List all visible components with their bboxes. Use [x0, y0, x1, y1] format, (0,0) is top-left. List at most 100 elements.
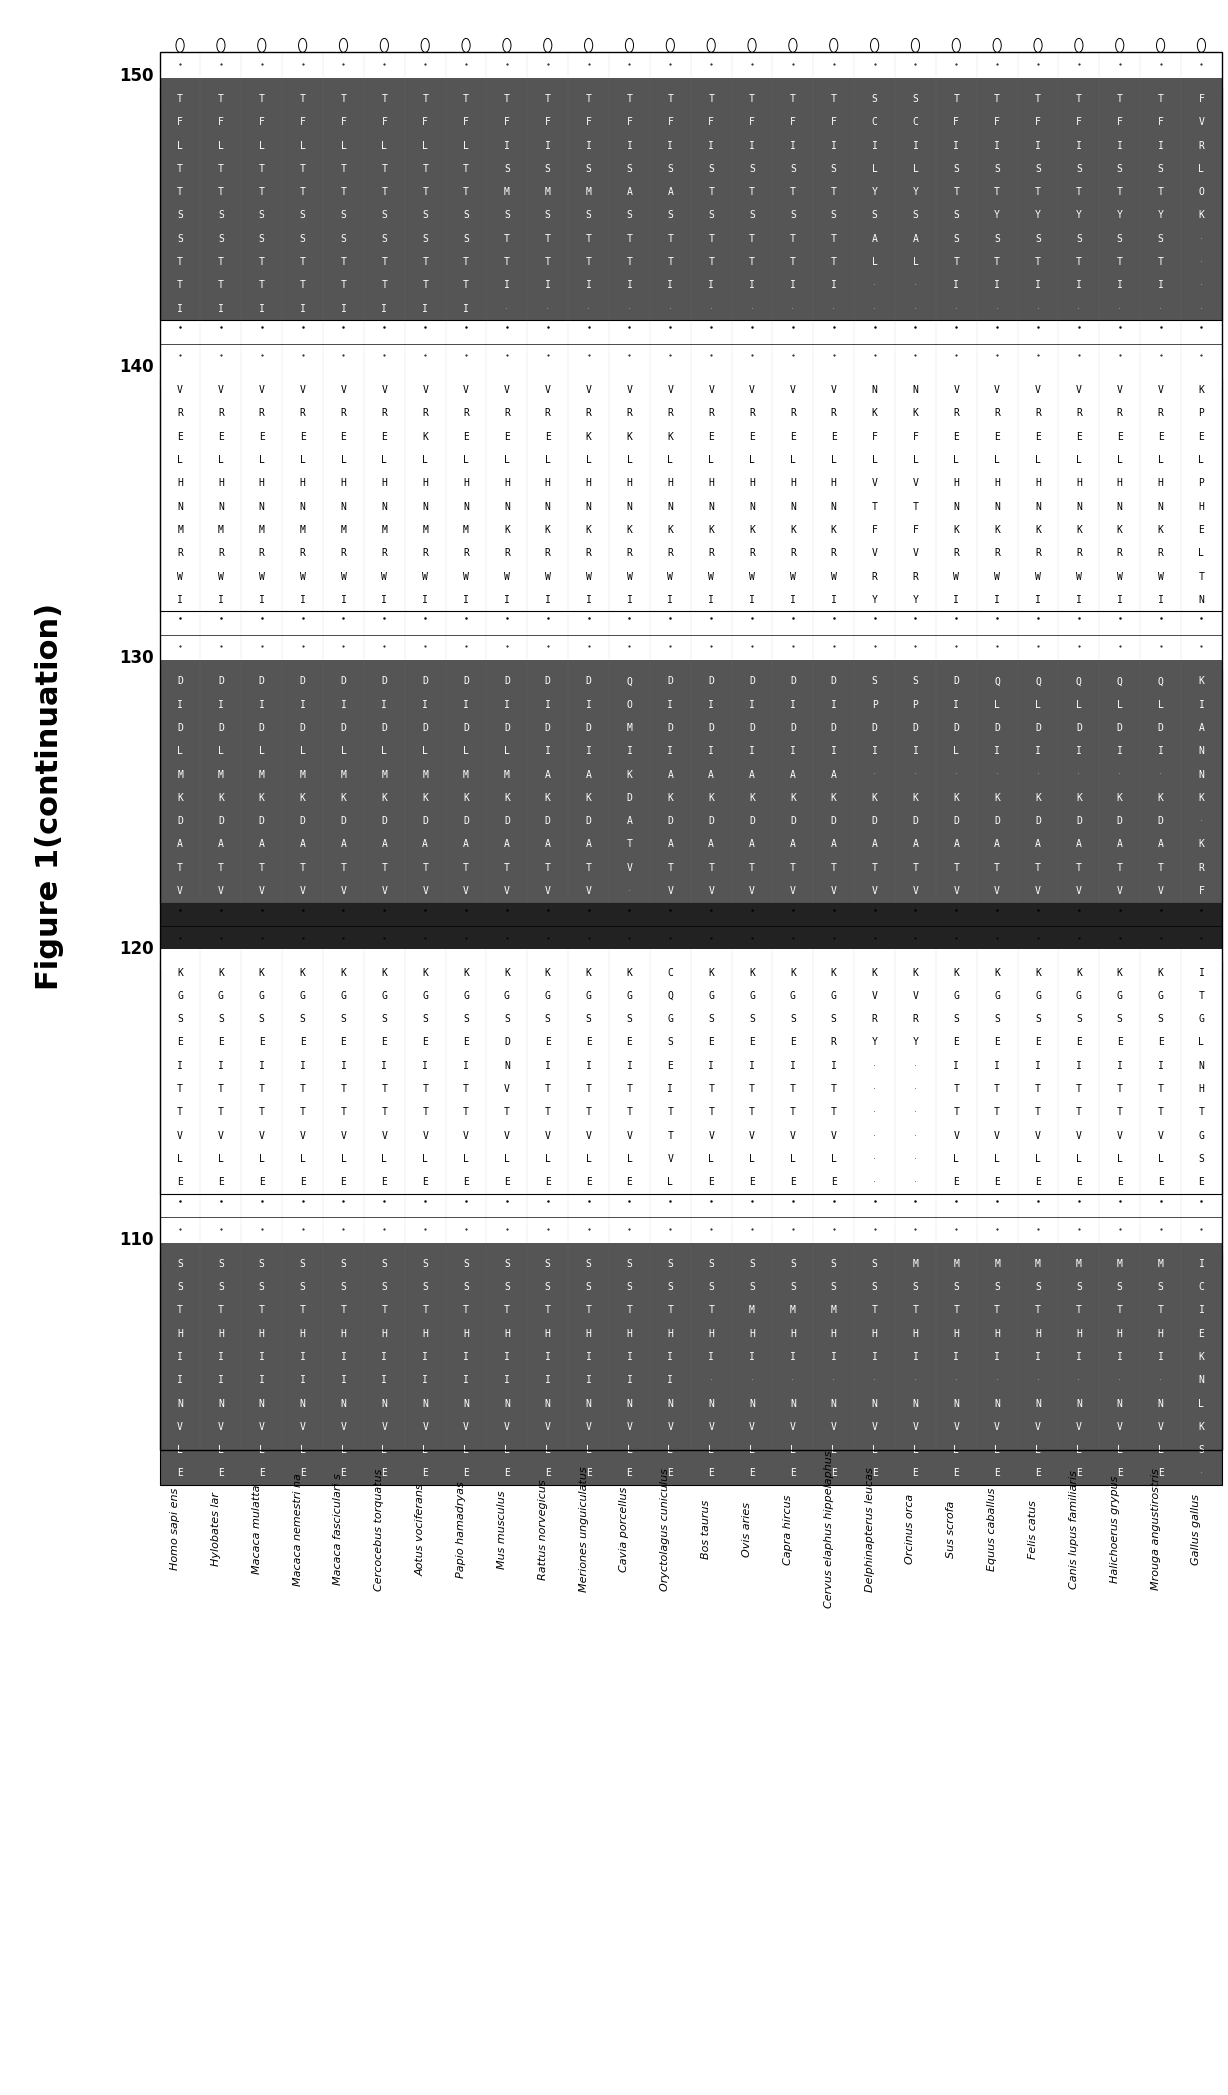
Text: T: T	[422, 281, 429, 291]
Text: S: S	[586, 1014, 592, 1024]
Text: S: S	[177, 210, 183, 220]
Text: S: S	[626, 1259, 632, 1270]
Text: E: E	[953, 432, 959, 442]
Text: D: D	[1116, 723, 1122, 733]
Text: K: K	[503, 792, 510, 802]
Text: I: I	[831, 1060, 836, 1071]
Text: R: R	[1199, 863, 1205, 874]
Text: V: V	[1035, 1423, 1041, 1431]
Text: T: T	[912, 501, 919, 511]
Text: Ovis aries: Ovis aries	[742, 1502, 752, 1557]
Text: T: T	[790, 1083, 796, 1094]
Text: H: H	[1076, 478, 1082, 488]
Text: D: D	[749, 817, 755, 825]
Text: W: W	[626, 572, 632, 582]
Text: N: N	[503, 1399, 510, 1408]
Text: I: I	[463, 1060, 469, 1071]
Text: D: D	[709, 817, 715, 825]
Text: L: L	[912, 258, 919, 266]
Text: ·: ·	[996, 304, 998, 314]
Text: T: T	[831, 186, 836, 197]
Text: T: T	[831, 235, 836, 243]
Text: S: S	[219, 1259, 223, 1270]
Text: S: S	[586, 1282, 592, 1293]
Text: I: I	[1116, 1060, 1122, 1071]
Text: M: M	[749, 1305, 755, 1316]
Text: E: E	[463, 1037, 469, 1048]
Text: T: T	[1076, 94, 1082, 105]
Text: I: I	[219, 700, 223, 710]
Text: E: E	[831, 432, 836, 442]
Text: E: E	[463, 1177, 469, 1188]
Text: L: L	[709, 1446, 715, 1456]
Text: T: T	[1076, 1305, 1082, 1316]
Text: L: L	[300, 746, 306, 756]
Text: N: N	[382, 1399, 387, 1408]
Text: T: T	[667, 1305, 673, 1316]
Text: Y: Y	[872, 186, 878, 197]
Text: V: V	[422, 385, 429, 396]
Text: E: E	[259, 1469, 265, 1479]
Text: N: N	[1199, 595, 1205, 605]
Text: I: I	[709, 1060, 715, 1071]
Text: L: L	[463, 1446, 469, 1456]
Text: S: S	[219, 210, 223, 220]
Text: F: F	[300, 117, 306, 128]
Bar	[160, 379, 1222, 612]
Text: T: T	[177, 1108, 183, 1117]
Text: L: L	[626, 1154, 632, 1165]
Text: T: T	[1158, 258, 1163, 266]
Text: M: M	[503, 769, 510, 779]
Text: K: K	[912, 792, 919, 802]
Text: K: K	[872, 792, 878, 802]
Text: E: E	[1035, 432, 1041, 442]
Text: A: A	[586, 840, 592, 848]
Text: T: T	[667, 1131, 673, 1140]
Text: A: A	[667, 769, 673, 779]
Text: Y: Y	[995, 210, 1000, 220]
Text: M: M	[422, 769, 429, 779]
Text: T: T	[1035, 1108, 1041, 1117]
Text: K: K	[1158, 792, 1163, 802]
Text: S: S	[503, 1259, 510, 1270]
Text: I: I	[1035, 1060, 1041, 1071]
Text: D: D	[219, 723, 223, 733]
Text: I: I	[709, 746, 715, 756]
Text: F: F	[626, 117, 632, 128]
Text: S: S	[259, 235, 265, 243]
Text: L: L	[1035, 1446, 1041, 1456]
Text: Macaca nemestri na: Macaca nemestri na	[292, 1473, 302, 1586]
Text: ·: ·	[1200, 304, 1203, 314]
Text: A: A	[503, 840, 510, 848]
Text: F: F	[995, 117, 1000, 128]
Text: E: E	[1158, 432, 1163, 442]
Text: V: V	[259, 886, 265, 897]
Text: M: M	[586, 186, 592, 197]
Text: E: E	[300, 1177, 306, 1188]
Text: I: I	[953, 140, 959, 151]
Text: H: H	[586, 1328, 592, 1339]
Text: V: V	[626, 385, 632, 396]
Text: S: S	[382, 1259, 387, 1270]
Text: E: E	[749, 1037, 755, 1048]
Text: K: K	[545, 526, 550, 534]
Text: H: H	[422, 1328, 429, 1339]
Text: I: I	[177, 1351, 183, 1362]
Text: N: N	[709, 501, 715, 511]
Text: T: T	[177, 1083, 183, 1094]
Text: I: I	[422, 1351, 429, 1362]
Text: A: A	[177, 840, 183, 848]
Text: T: T	[422, 1083, 429, 1094]
Text: M: M	[259, 769, 265, 779]
Text: E: E	[545, 1177, 550, 1188]
Text: E: E	[1199, 526, 1205, 534]
Text: A: A	[1158, 840, 1163, 848]
Text: D: D	[463, 817, 469, 825]
Text: N: N	[995, 1399, 1000, 1408]
Text: D: D	[872, 723, 878, 733]
Text: H: H	[912, 1328, 919, 1339]
Text: L: L	[382, 140, 387, 151]
Text: R: R	[259, 409, 265, 419]
Text: I: I	[586, 700, 592, 710]
Text: S: S	[626, 163, 632, 174]
